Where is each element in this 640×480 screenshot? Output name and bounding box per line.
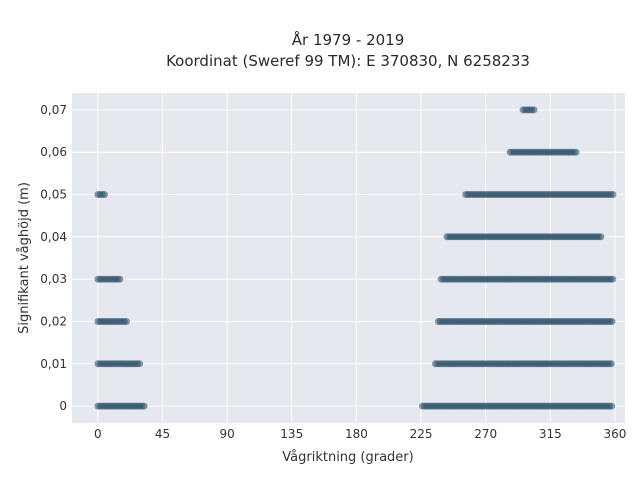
data-point — [140, 402, 148, 410]
x-tick-label: 180 — [345, 427, 368, 441]
x-tick-label: 90 — [219, 427, 234, 441]
data-point — [116, 275, 124, 283]
y-tick-label: 0,06 — [40, 145, 67, 159]
x-tick-label: 360 — [603, 427, 626, 441]
y-tick-label: 0,07 — [40, 103, 67, 117]
data-point — [136, 360, 144, 368]
y-tick-label: 0,03 — [40, 272, 67, 286]
data-point — [608, 318, 616, 325]
x-tick-label: 225 — [410, 427, 433, 441]
x-tick-label: 270 — [474, 427, 497, 441]
y-tick-label: 0,04 — [40, 230, 67, 244]
x-tick-label: 135 — [280, 427, 303, 441]
y-tick-label: 0,05 — [40, 188, 67, 202]
data-point — [608, 402, 616, 410]
x-tick-label: 45 — [155, 427, 170, 441]
x-tick-label: 0 — [94, 427, 102, 441]
y-tick-label: 0,01 — [40, 357, 67, 371]
data-point — [123, 318, 130, 325]
y-tick-label: 0,02 — [40, 314, 67, 328]
x-axis-ticks: 0 45 90 135 180 225 270 315 360 — [94, 427, 626, 441]
x-axis-title: Vågriktning (grader) — [282, 450, 413, 465]
data-point — [609, 275, 617, 283]
data-point — [572, 148, 580, 156]
data-point — [101, 191, 108, 198]
y-axis-ticks: 0 0,01 0,02 0,03 0,04 0,05 0,06 0,07 — [40, 103, 67, 413]
data-points — [94, 106, 617, 410]
y-tick-label: 0 — [59, 399, 67, 413]
plot-area — [72, 93, 625, 423]
chart-title: År 1979 - 2019 — [292, 30, 405, 49]
data-point — [607, 360, 615, 368]
data-point — [530, 106, 538, 114]
y-axis-title: Signifikant våghöjd (m) — [17, 182, 32, 334]
x-tick-label: 315 — [539, 427, 562, 441]
data-point — [609, 191, 617, 198]
chart-subtitle: Koordinat (Sweref 99 TM): E 370830, N 62… — [166, 52, 530, 70]
data-point — [597, 233, 605, 241]
